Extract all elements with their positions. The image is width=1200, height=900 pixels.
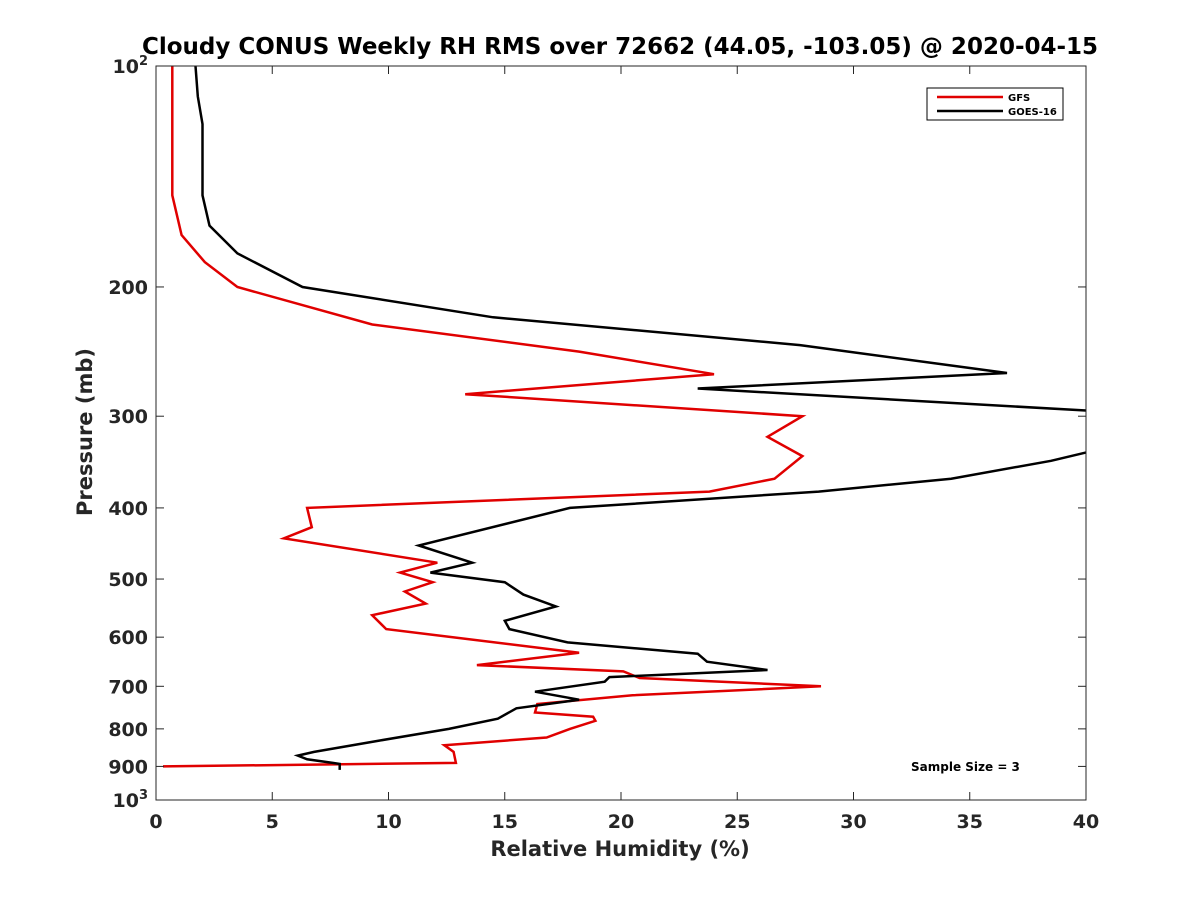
y-tick-label: 600 <box>108 627 148 649</box>
y-tick-label: 500 <box>108 569 148 591</box>
legend-box <box>926 87 1064 121</box>
chart-title: Cloudy CONUS Weekly RH RMS over 72662 (4… <box>142 34 1098 60</box>
legend-label-gfs: GFS <box>1008 93 1030 104</box>
x-axis-title: Relative Humidity (%) <box>490 837 749 861</box>
x-tick-label: 25 <box>724 811 750 833</box>
sample-size-annotation: Sample Size = 3 <box>911 760 1020 774</box>
x-tick-label: 5 <box>266 811 279 833</box>
y-tick-label: 400 <box>108 498 148 520</box>
x-tick-label: 15 <box>492 811 518 833</box>
series-line-gfs <box>162 66 822 768</box>
y-axis-ticks: 102 200 300 400 500 600 700 800 900 103 <box>108 54 1086 812</box>
x-tick-label: 35 <box>957 811 983 833</box>
y-tick-label: 900 <box>108 756 148 778</box>
y-tick-label: 102 <box>113 54 149 78</box>
y-axis-title: Pressure (mb) <box>73 348 97 516</box>
x-tick-label: 40 <box>1073 811 1099 833</box>
legend: GFS GOES-16 <box>926 87 1064 121</box>
x-tick-label: 30 <box>840 811 866 833</box>
x-tick-label: 10 <box>375 811 401 833</box>
legend-label-goes16: GOES-16 <box>1008 107 1057 118</box>
x-tick-label: 20 <box>608 811 634 833</box>
y-tick-label: 103 <box>113 788 149 812</box>
series-line-goes16 <box>194 66 1086 770</box>
y-tick-label: 300 <box>108 406 148 428</box>
x-axis-ticks: 0 5 10 15 20 25 30 35 40 <box>149 66 1099 833</box>
y-tick-label: 200 <box>108 277 148 299</box>
x-tick-label: 0 <box>149 811 162 833</box>
series-layer <box>162 66 1086 770</box>
y-tick-label: 800 <box>108 719 148 741</box>
y-tick-label: 700 <box>108 676 148 698</box>
